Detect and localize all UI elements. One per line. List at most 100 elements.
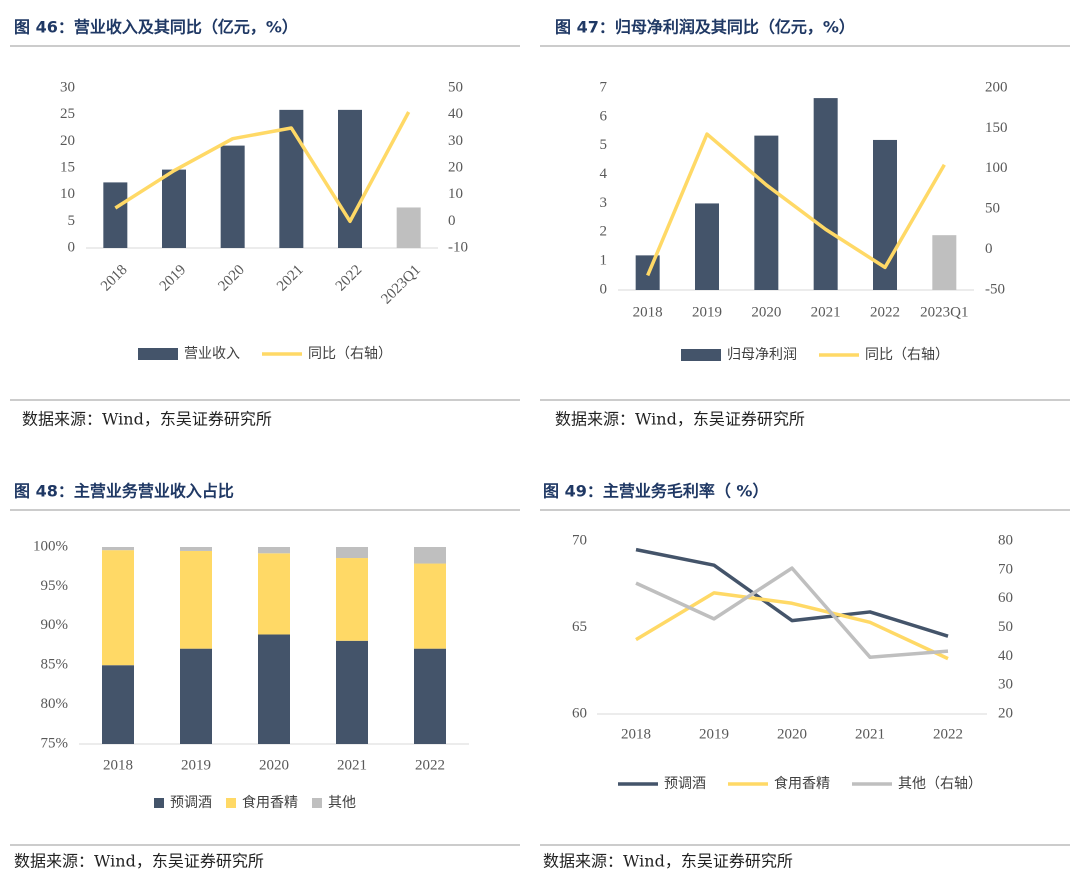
- bar: [932, 235, 957, 290]
- legend-label: 其他: [328, 795, 356, 811]
- y-tick-label: 95%: [41, 578, 69, 594]
- bar: [103, 182, 128, 248]
- x-tick-label: 2023Q1: [920, 304, 968, 320]
- y2-tick-label: 80: [998, 532, 1013, 548]
- legend-label: 其他（右轴）: [898, 776, 982, 792]
- legend-swatch: [138, 348, 178, 360]
- y2-tick-label: 10: [448, 186, 463, 202]
- bar: [338, 109, 362, 248]
- y-tick-label: 15: [60, 159, 75, 175]
- x-tick-label: 2021: [811, 304, 841, 320]
- y2-tick-label: 200: [985, 79, 1008, 95]
- y-tick-label: 7: [600, 79, 608, 95]
- y2-tick-label: 20: [998, 705, 1013, 721]
- bar-segment: [414, 547, 446, 564]
- y2-tick-label: 0: [448, 213, 456, 229]
- legend-label: 预调酒: [664, 776, 706, 792]
- bar: [279, 109, 304, 248]
- legend-label: 食用香精: [242, 794, 298, 811]
- y2-tick-label: 70: [998, 561, 1013, 577]
- y-tick-label: 4: [600, 166, 608, 182]
- bar-segment: [102, 665, 134, 744]
- x-tick-label: 2018: [103, 757, 133, 773]
- x-tick-label: 2019: [181, 757, 211, 773]
- x-tick-label: 2020: [215, 262, 248, 295]
- chart-title: 图 49：主营业务毛利率（ %）: [543, 482, 768, 501]
- bar-segment: [258, 553, 290, 635]
- bar-segment: [102, 547, 134, 551]
- y2-tick-label: 50: [985, 201, 1000, 217]
- y2-tick-label: 50: [998, 619, 1013, 635]
- y2-tick-label: 40: [448, 106, 463, 122]
- source-note: 数据来源：Wind，东吴证券研究所: [543, 852, 793, 871]
- chart-title: 图 48：主营业务营业收入占比: [14, 482, 234, 501]
- y2-tick-label: 150: [985, 120, 1008, 136]
- x-tick-label: 2021: [274, 262, 307, 295]
- y-tick-label: 25: [60, 106, 75, 122]
- y-tick-label: 5: [68, 213, 76, 229]
- bar-segment: [414, 563, 446, 649]
- legend-label: 预调酒: [170, 795, 212, 811]
- source-note: 数据来源：Wind，东吴证券研究所: [14, 852, 264, 871]
- y2-tick-label: -50: [985, 281, 1005, 297]
- source-note: 数据来源：Wind，东吴证券研究所: [555, 410, 805, 429]
- y-tick-label: 5: [600, 137, 608, 153]
- y-tick-label: 10: [60, 186, 75, 202]
- x-tick-label: 2018: [98, 262, 131, 295]
- y-tick-label: 100%: [33, 538, 68, 554]
- y-tick-label: 75%: [41, 735, 69, 751]
- line-series: [635, 547, 949, 638]
- y2-tick-label: 30: [998, 677, 1013, 693]
- y-tick-label: 6: [600, 108, 608, 124]
- y-tick-label: 60: [572, 705, 587, 721]
- y2-tick-label: 100: [985, 160, 1008, 176]
- x-tick-label: 2018: [621, 726, 651, 742]
- bar: [162, 169, 186, 248]
- line-series: [646, 132, 946, 277]
- line-series: [114, 111, 411, 224]
- x-tick-label: 2022: [933, 726, 963, 742]
- y-tick-label: 1: [600, 253, 608, 269]
- legend-label: 同比（右轴）: [308, 346, 392, 362]
- x-tick-label: 2023Q1: [378, 262, 423, 307]
- legend-label: 营业收入: [184, 346, 240, 362]
- y-tick-label: 3: [600, 195, 608, 211]
- y2-tick-label: 0: [985, 241, 993, 257]
- y2-tick-label: 20: [448, 159, 463, 175]
- bar-segment: [258, 547, 290, 554]
- x-tick-label: 2019: [157, 262, 190, 295]
- y-tick-label: 65: [572, 619, 587, 635]
- bar-segment: [336, 640, 368, 744]
- bar-segment: [414, 648, 446, 744]
- y-tick-label: 70: [572, 532, 587, 548]
- bar: [754, 135, 779, 290]
- legend-label: 同比（右轴）: [865, 347, 949, 363]
- y2-tick-label: -10: [448, 239, 468, 255]
- y2-tick-label: 50: [448, 79, 463, 95]
- x-tick-label: 2019: [699, 726, 729, 742]
- bar: [813, 98, 838, 290]
- bar: [695, 203, 719, 290]
- x-tick-label: 2022: [870, 304, 900, 320]
- x-tick-label: 2021: [337, 757, 367, 773]
- y-tick-label: 80%: [41, 696, 69, 712]
- x-tick-label: 2021: [855, 726, 885, 742]
- line-series: [635, 566, 949, 659]
- y2-tick-label: 60: [998, 590, 1013, 606]
- x-tick-label: 2018: [633, 304, 663, 320]
- bar-segment: [336, 558, 368, 641]
- bar-segment: [180, 648, 212, 744]
- source-note: 数据来源：Wind，东吴证券研究所: [22, 410, 272, 429]
- legend-swatch: [226, 798, 236, 808]
- y-tick-label: 0: [68, 239, 76, 255]
- bar-segment: [336, 547, 368, 559]
- chart-title: 图 47：归母净利润及其同比（亿元，%）: [555, 18, 855, 37]
- x-tick-label: 2022: [333, 262, 366, 295]
- y-tick-label: 90%: [41, 617, 69, 633]
- legend-swatch: [681, 349, 721, 361]
- y-tick-label: 2: [600, 224, 608, 240]
- x-tick-label: 2020: [259, 757, 289, 773]
- y2-tick-label: 30: [448, 133, 463, 149]
- y-tick-label: 20: [60, 133, 75, 149]
